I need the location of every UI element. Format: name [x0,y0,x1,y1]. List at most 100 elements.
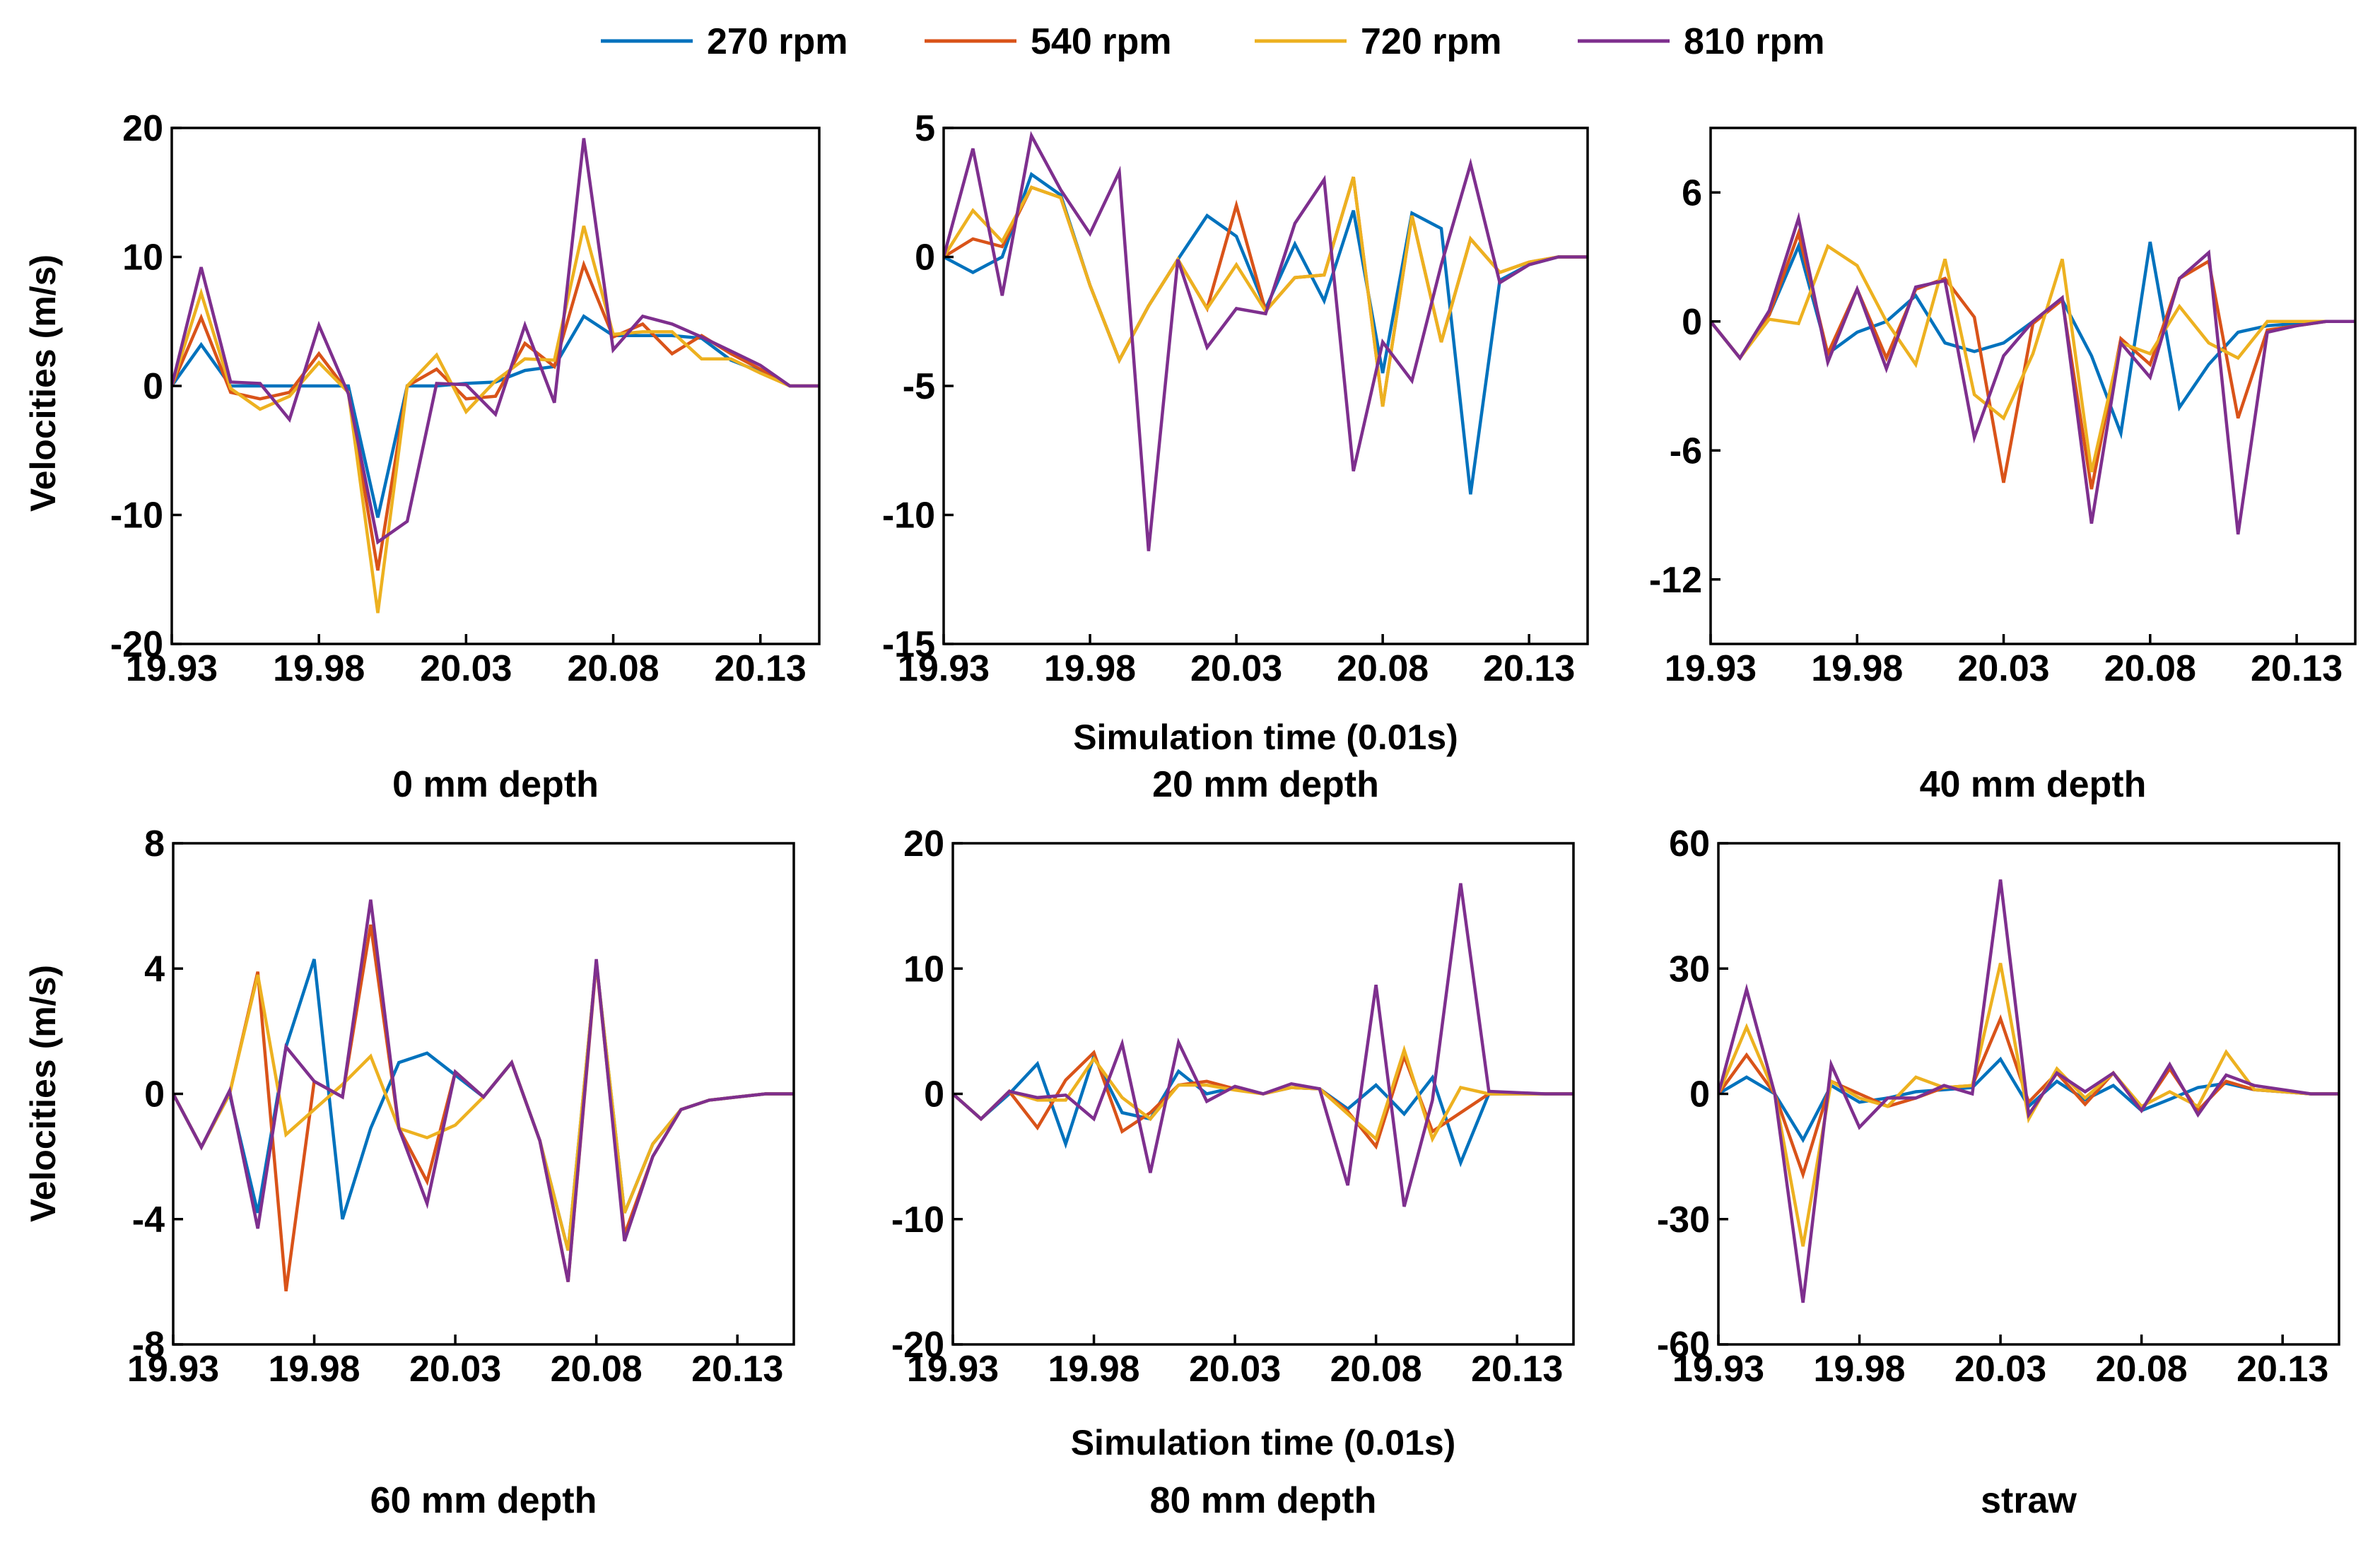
x-tick-label: 19.93 [126,648,218,689]
x-tick-label: 20.03 [1189,1349,1281,1390]
x-tick-label: 20.13 [1483,648,1575,689]
x-axis-label: Simulation time (0.01s) [1071,1423,1456,1462]
series-line-270-rpm [953,1052,1573,1168]
series-group [953,883,1573,1207]
y-tick-label: 30 [1669,949,1710,990]
chart-panel-4: 19.93 19.98 20.03 20.08 20.13 -20 -10 0 10 20 80 m… [891,823,1575,1521]
y-tick-label: -20 [110,624,163,665]
x-tick-label: 19.98 [1813,1349,1905,1390]
x-tick-label: 20.13 [2251,648,2343,689]
series-group [172,138,819,614]
y-tick-label: 8 [144,823,165,864]
x-tick-label: 19.93 [1665,648,1757,689]
x-tick-label: 19.98 [1811,648,1903,689]
legend-item: 720 rpm [1255,21,1501,62]
y-tick-label: -10 [110,496,163,536]
plot-frame [1717,842,2340,1346]
y-tick-label: -6 [1670,430,1702,471]
x-tick-label: 19.98 [1048,1349,1139,1390]
series-line-810-rpm [944,131,1588,551]
legend-label: 270 rpm [707,21,848,62]
plot-frame [172,842,795,1346]
x-tick-label: 19.98 [273,648,365,689]
legend: 270 rpm 540 rpm 720 rpm 810 rpm [601,21,1824,62]
y-tick-label: 0 [144,1074,165,1115]
y-tick-label: 0 [1682,302,1702,343]
series-line-810-rpm [953,883,1573,1207]
y-tick-label: -12 [1649,560,1702,601]
x-tick-label: 20.13 [1471,1349,1563,1390]
chart-panel-5: 19.93 19.98 20.03 20.08 20.13 -60 -30 0 30 60 stra… [1657,823,2340,1521]
y-tick-label: 10 [903,949,944,990]
y-tick-label: -30 [1657,1200,1710,1241]
y-tick-label: 0 [915,238,935,278]
x-tick-label: 20.03 [1190,648,1282,689]
series-line-720-rpm [944,176,1588,407]
y-tick-label: 10 [122,238,163,278]
panel-title: 40 mm depth [1920,764,2147,805]
plot-frame [1709,127,2357,645]
series-line-810-rpm [1711,211,2355,535]
chart-panel-3: 19.93 19.98 20.03 20.08 20.13 -8 -4 0 4 8 60 mm de… [127,823,795,1521]
x-tick-label: 19.93 [898,648,990,689]
y-axis-label-bottom: Velocities (m/s) [23,965,63,1222]
panel-title: 80 mm depth [1150,1480,1377,1521]
x-tick-label: 20.03 [1954,1349,2046,1390]
y-tick-label: -10 [882,496,935,536]
legend-item: 810 rpm [1578,21,1824,62]
chart-panel-2: 19.93 19.98 20.03 20.08 20.13 -12 -6 0 6 40 mm de… [1649,127,2357,805]
panel-title: straw [1981,1480,2077,1521]
y-tick-label: -5 [903,366,935,407]
series-line-540-rpm [172,259,819,571]
panel-title: 60 mm depth [370,1480,597,1521]
y-tick-label: 20 [903,823,944,864]
x-tick-label: 20.03 [409,1349,501,1390]
series-line-720-rpm [172,225,819,614]
y-tick-label: 4 [144,949,165,990]
series-group [173,899,794,1291]
x-tick-label: 20.08 [2104,648,2196,689]
y-tick-label: 0 [143,366,163,407]
x-tick-label: 20.08 [2096,1349,2188,1390]
y-tick-label: -15 [882,624,935,665]
series-line-540-rpm [944,176,1588,407]
x-axis-label: Simulation time (0.01s) [1073,717,1458,757]
x-tick-label: 19.93 [127,1349,219,1390]
y-axis-label-top: Velocities (m/s) [23,254,63,512]
y-tick-label: 20 [122,108,163,149]
x-tick-label: 19.98 [1044,648,1136,689]
y-tick-label: -60 [1657,1325,1710,1366]
x-tick-label: 20.03 [1957,648,2049,689]
series-line-720-rpm [173,962,794,1251]
x-tick-label: 20.13 [715,648,807,689]
legend-label: 720 rpm [1361,21,1501,62]
chart-panel-1: 19.93 19.98 20.03 20.08 20.13 -15 -10 -5 0 5 20 mm… [882,108,1589,805]
series-line-270-rpm [173,958,794,1251]
x-tick-label: 19.93 [907,1349,999,1390]
panel-title: 0 mm depth [392,764,599,805]
y-tick-label: -10 [891,1200,944,1241]
series-line-810-rpm [172,138,819,545]
series-line-540-rpm [1718,1014,2339,1180]
series-group [1718,879,2339,1303]
y-tick-label: 0 [924,1074,944,1115]
panel-title: 20 mm depth [1152,764,1379,805]
x-tick-label: 20.08 [1330,1349,1422,1390]
series-line-810-rpm [173,899,794,1282]
plot-frame [942,127,1589,645]
x-tick-label: 20.08 [567,648,659,689]
x-tick-label: 19.93 [1672,1349,1764,1390]
series-line-810-rpm [1718,879,2339,1303]
x-tick-label: 19.98 [268,1349,360,1390]
x-tick-label: 20.08 [551,1349,643,1390]
legend-item: 270 rpm [601,21,848,62]
legend-label: 540 rpm [1031,21,1171,62]
series-line-540-rpm [173,924,794,1291]
y-tick-label: 0 [1689,1074,1710,1115]
x-tick-label: 20.08 [1337,648,1429,689]
series-group [944,131,1588,551]
x-tick-label: 20.13 [2237,1349,2328,1390]
y-tick-label: -20 [891,1325,944,1366]
series-line-720-rpm [1711,243,2355,473]
